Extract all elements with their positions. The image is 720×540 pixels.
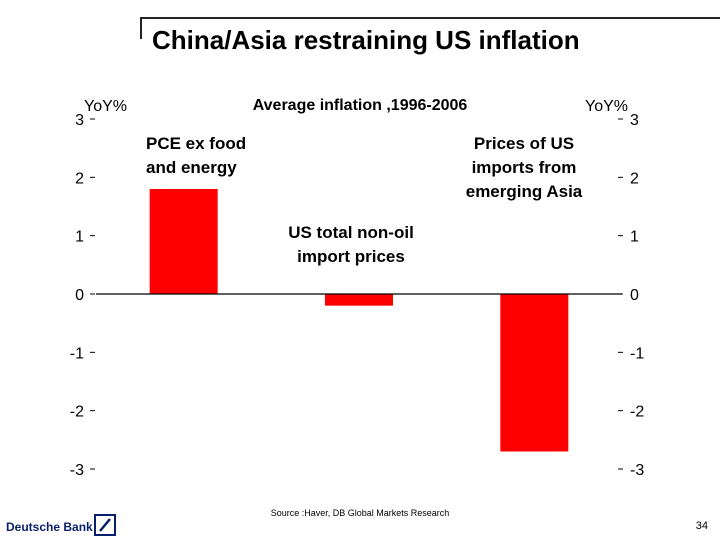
y-tick-label-left: 2 (75, 170, 84, 187)
y-tick-label-right: 1 (630, 229, 639, 246)
y-axis-label-left: YoY% (84, 98, 127, 115)
category-label-3: emerging Asia (466, 182, 583, 201)
category-label-2: import prices (297, 247, 405, 266)
chart-title: Average inflation ,1996-2006 (253, 97, 468, 114)
page-number: 34 (695, 520, 708, 532)
title-frame-top-line (140, 17, 720, 19)
y-axis-label-right: YoY% (585, 98, 628, 115)
y-tick-label-left: -1 (70, 345, 84, 362)
y-tick-label-left: -2 (70, 404, 84, 421)
category-label-2: US total non-oil (288, 223, 414, 242)
slide-title: China/Asia restraining US inflation (152, 25, 580, 55)
y-tick-label-right: 2 (630, 170, 639, 187)
title-frame-left-line (140, 17, 142, 39)
source-note: Source :Haver, DB Global Markets Researc… (270, 508, 450, 518)
category-label-3: Prices of US (474, 134, 574, 153)
bar-3 (500, 294, 569, 452)
y-tick-label-right: -3 (630, 462, 644, 479)
deutsche-bank-logo-icon (94, 514, 116, 536)
y-tick-label-right: -1 (630, 345, 644, 362)
y-tick-label-left: 3 (75, 112, 84, 129)
y-tick-label-left: -3 (70, 462, 84, 479)
y-tick-label-right: 0 (630, 287, 639, 304)
category-label-1: and energy (146, 158, 237, 177)
bar-1 (149, 189, 218, 294)
category-label-3: imports from (472, 158, 577, 177)
y-tick-label-right: -2 (630, 404, 644, 421)
brand-name: Deutsche Bank (6, 520, 93, 534)
category-label-1: PCE ex food (146, 134, 246, 153)
y-tick-label-left: 0 (75, 287, 84, 304)
y-tick-label-right: 3 (630, 112, 639, 129)
y-tick-label-left: 1 (75, 229, 84, 246)
bar-2 (325, 294, 393, 306)
